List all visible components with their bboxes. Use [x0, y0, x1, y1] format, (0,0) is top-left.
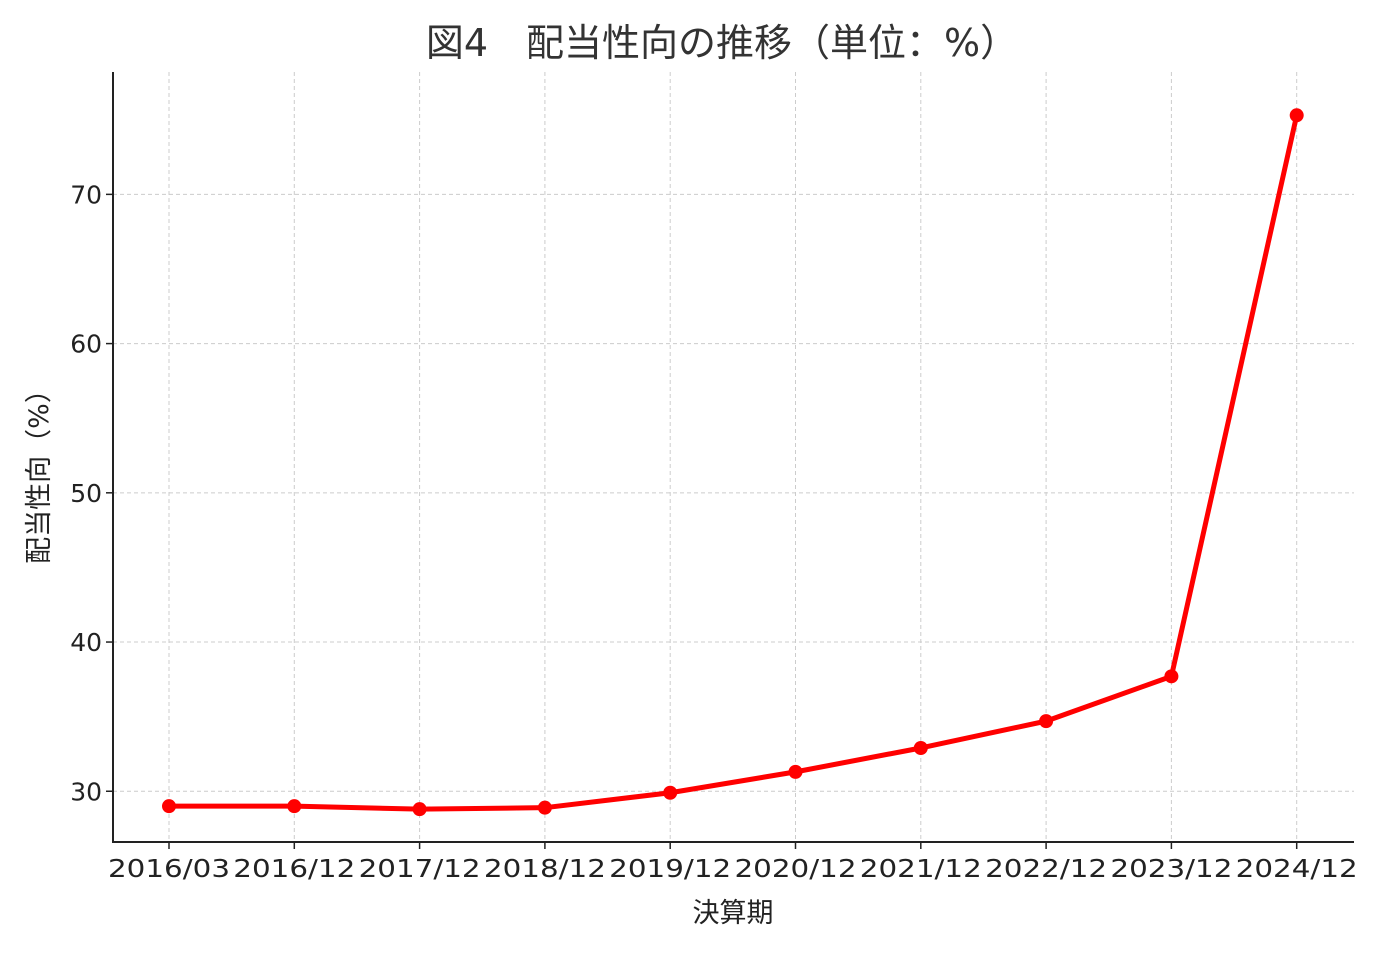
data-point: [413, 802, 427, 816]
chart-title: 図4 配当性向の推移（単位：%）: [426, 21, 1018, 65]
x-tick-label: 2020/12: [735, 854, 857, 883]
x-gridlines: [169, 72, 1297, 842]
data-point: [914, 741, 928, 755]
y-gridlines: [113, 194, 1354, 791]
data-point: [287, 799, 301, 813]
y-axis-label: 配当性向（%）: [24, 376, 55, 564]
x-tick-label: 2017/12: [359, 854, 481, 883]
data-point: [538, 801, 552, 815]
x-tick-label: 2022/12: [985, 854, 1107, 883]
x-tick-label: 2016/03: [108, 854, 230, 883]
series-group: [162, 108, 1304, 816]
x-tick-label: 2021/12: [860, 854, 982, 883]
y-tick-label: 40: [70, 628, 102, 657]
x-axis-label: 決算期: [693, 898, 774, 929]
data-point: [1164, 669, 1178, 683]
data-point: [663, 786, 677, 800]
x-tick-label: 2023/12: [1110, 854, 1232, 883]
x-tick-label: 2019/12: [609, 854, 731, 883]
x-tick-label: 2016/12: [233, 854, 355, 883]
y-tick-label: 30: [70, 777, 102, 806]
x-axis-ticks: 2016/03 2016/12 2017/12 2018/12 2019/12 2020/…: [108, 842, 1358, 883]
data-point: [789, 765, 803, 779]
y-tick-label: 70: [70, 180, 102, 209]
y-axis-ticks: 30 40 50 60 70: [70, 180, 113, 806]
y-tick-label: 60: [70, 330, 102, 359]
y-tick-label: 50: [70, 479, 102, 508]
data-point: [1039, 714, 1053, 728]
x-tick-label: 2018/12: [484, 854, 606, 883]
series-line: [169, 115, 1297, 809]
data-point: [1290, 108, 1304, 122]
x-tick-label: 2024/12: [1236, 854, 1358, 883]
data-point: [162, 799, 176, 813]
